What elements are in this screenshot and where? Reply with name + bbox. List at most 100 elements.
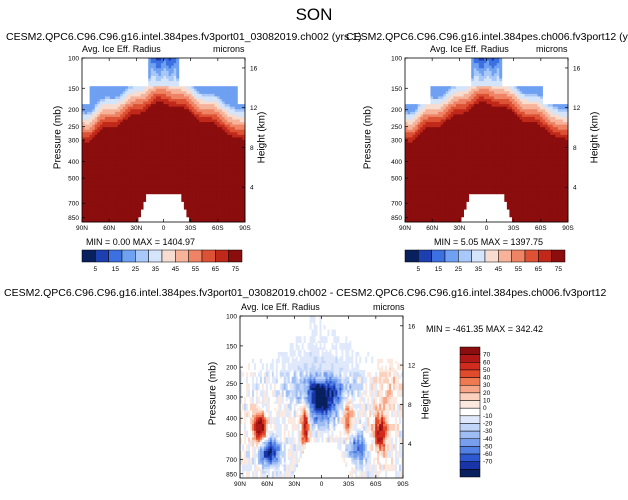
y-tick-label: 400 xyxy=(68,159,79,166)
colorbar-label: 60 xyxy=(483,359,491,366)
colorbar-swatch xyxy=(418,249,432,263)
y-tick-label: 150 xyxy=(391,86,402,93)
y-tick-label: 700 xyxy=(226,457,237,464)
colorbar-1 xyxy=(81,249,243,263)
colorbar-swatch xyxy=(108,249,123,263)
colorbar-swatch xyxy=(188,249,203,263)
colorbar-label: 20 xyxy=(483,390,491,397)
colorbar-label: 25 xyxy=(455,266,463,273)
field-panel-1 xyxy=(82,58,246,223)
y-right-tick-label: 16 xyxy=(573,65,581,72)
field-label-3: Avg. Ice Eff. Radius xyxy=(241,302,320,312)
x-tick-label: 60S xyxy=(535,225,547,232)
colorbar-swatch xyxy=(95,249,109,263)
y-tick-label: 500 xyxy=(391,176,402,183)
colorbar-swatch xyxy=(511,249,526,263)
units-label-3: microns xyxy=(373,302,405,312)
x-tick-label: 30N xyxy=(130,225,142,232)
y-right-tick-label: 12 xyxy=(408,363,416,370)
colorbar-swatch xyxy=(459,392,481,401)
y-right-tick-label: 4 xyxy=(408,441,412,448)
colorbar-swatch xyxy=(459,415,481,424)
colorbar-swatch xyxy=(444,249,459,263)
colorbar-swatch xyxy=(538,249,552,263)
x-tick-label: 60N xyxy=(261,481,273,488)
colorbar-swatch xyxy=(459,407,481,417)
colorbar-swatch xyxy=(498,249,512,263)
x-tick-label: 60S xyxy=(370,481,382,488)
colorbar-label: 0 xyxy=(483,405,487,412)
y-tick-label: 700 xyxy=(391,201,402,208)
y-tick-label: 850 xyxy=(391,215,402,222)
x-tick-label: 30S xyxy=(343,481,355,488)
colorbar-label: 15 xyxy=(112,266,120,273)
colorbar-swatch xyxy=(215,249,229,263)
y-tick-label: 400 xyxy=(226,416,237,423)
page-title: SON xyxy=(295,5,333,24)
colorbar-swatch xyxy=(484,249,499,263)
x-tick-label: 60N xyxy=(103,225,115,232)
colorbar-label: 55 xyxy=(515,266,523,273)
x-tick-label: 60N xyxy=(426,225,438,232)
colorbar-swatch xyxy=(404,249,419,263)
colorbar-2 xyxy=(404,249,566,263)
y-tick-label: 700 xyxy=(68,201,79,208)
colorbar-swatch xyxy=(175,249,189,263)
y-tick-label: 400 xyxy=(391,159,402,166)
stats-2: MIN = 5.05 MAX = 1397.75 xyxy=(434,237,544,247)
x-tick-label: 90S xyxy=(562,225,574,232)
colorbar-swatch xyxy=(459,430,481,440)
stats-3: MIN = -461.35 MAX = 342.42 xyxy=(426,324,544,334)
colorbar-swatch xyxy=(81,249,96,263)
y-tick-label: 500 xyxy=(68,176,79,183)
colorbar-swatch xyxy=(148,249,163,263)
colorbar-label: -40 xyxy=(483,436,493,443)
colorbar-swatch xyxy=(201,249,216,263)
colorbar-label: 25 xyxy=(132,266,140,273)
x-tick-label: 30N xyxy=(288,481,300,488)
colorbar-label: 15 xyxy=(435,266,443,273)
colorbar-swatch xyxy=(459,346,481,355)
colorbar-swatch xyxy=(459,400,481,409)
colorbar-swatch xyxy=(459,446,481,455)
y-tick-label: 850 xyxy=(226,471,237,478)
colorbar-swatch xyxy=(471,249,486,263)
y-right-tick-label: 16 xyxy=(250,65,258,72)
colorbar-label: 75 xyxy=(232,266,240,273)
colorbar-label: 55 xyxy=(192,266,200,273)
colorbar-label: -10 xyxy=(483,413,493,420)
colorbar-label: 35 xyxy=(152,266,160,273)
colorbar-label: -70 xyxy=(483,459,493,466)
x-tick-label: 0 xyxy=(485,225,489,232)
y-right-tick-label: 12 xyxy=(573,105,581,112)
colorbar-swatch xyxy=(228,249,243,263)
axes-panel-1 xyxy=(81,57,246,223)
x-tick-label: 30S xyxy=(185,225,197,232)
y-tick-label: 200 xyxy=(226,365,237,372)
y-right-tick-label: 8 xyxy=(408,402,412,409)
colorbar-label: 50 xyxy=(483,367,491,374)
panel-title-2: CESM2.QPC6.C96.C96.g16.intel.384pes.ch00… xyxy=(346,31,628,43)
colorbar-swatch xyxy=(459,438,481,447)
colorbar-label: -20 xyxy=(483,420,493,427)
colorbar-swatch xyxy=(551,249,566,263)
y-right-tick-label: 12 xyxy=(250,105,258,112)
x-tick-label: 60S xyxy=(212,225,224,232)
colorbar-label: 45 xyxy=(495,266,503,273)
panel-title-3: CESM2.QPC6.C96.C96.g16.intel.384pes.fv3p… xyxy=(4,287,607,299)
colorbar-swatch xyxy=(459,384,481,394)
x-tick-label: 0 xyxy=(320,481,324,488)
colorbar-swatch xyxy=(458,249,472,263)
y-tick-label: 200 xyxy=(68,107,79,114)
colorbar-swatch xyxy=(459,423,481,432)
x-tick-label: 90N xyxy=(234,481,246,488)
colorbar-label: 45 xyxy=(172,266,180,273)
units-label-2: microns xyxy=(536,44,568,54)
colorbar-swatch xyxy=(459,469,481,478)
y-tick-label: 100 xyxy=(226,314,237,321)
y-tick-label: 850 xyxy=(68,215,79,222)
colorbar-label: 5 xyxy=(417,266,421,273)
colorbar-swatch xyxy=(431,249,446,263)
y-tick-label: 100 xyxy=(68,56,79,63)
